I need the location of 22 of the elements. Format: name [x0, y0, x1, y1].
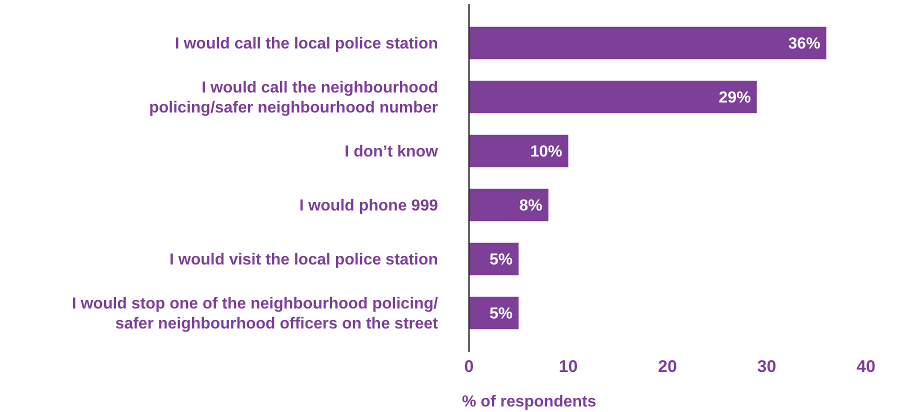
y-tick-label: I would call the local police station	[174, 36, 438, 53]
y-tick-label: I would call the neighbourhood policing/safer neighbourhood number	[149, 80, 438, 117]
x-tick-label: 0	[464, 356, 474, 376]
y-tick-label: I would visit the local police station	[170, 252, 438, 269]
bar	[469, 134, 568, 168]
data-label: 5%	[490, 306, 513, 323]
data-label: 10%	[530, 144, 562, 161]
data-label: 29%	[718, 90, 751, 107]
x-tick-label: 20	[658, 356, 677, 376]
bar	[469, 26, 826, 60]
data-label: 8%	[519, 198, 542, 215]
data-label: 36%	[788, 36, 820, 53]
y-tick-label: I would phone 999	[299, 198, 438, 215]
y-tick-label: I would stop one of the neighbourhood policing/ safer neighbourhood officers on the street	[72, 296, 439, 333]
x-axis-title: % of respondents	[462, 394, 596, 411]
bar	[469, 80, 757, 114]
x-tick-label: 40	[856, 356, 876, 376]
data-label: 5%	[490, 252, 513, 269]
x-tick-label: 10	[558, 356, 578, 376]
bar	[469, 188, 548, 222]
y-tick-label: I don’t know	[344, 144, 439, 161]
x-tick-label: 30	[757, 356, 776, 376]
